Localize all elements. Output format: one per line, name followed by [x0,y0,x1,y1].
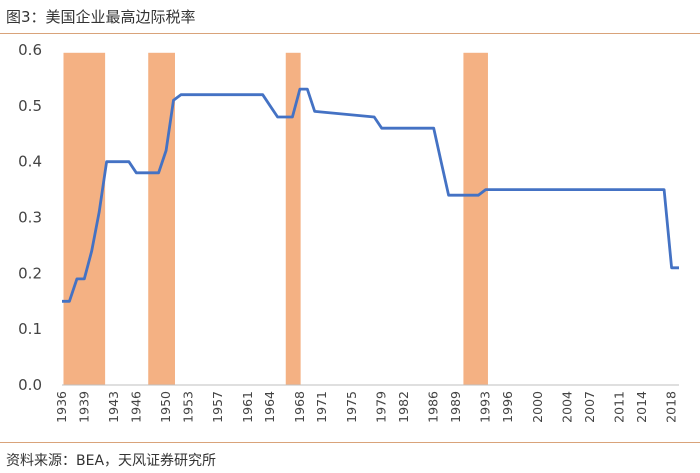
y-axis-ticks: 0.0 0.1 0.2 0.3 0.4 0.5 0.6 [18,41,42,394]
bottom-divider [0,442,700,443]
x-tick-label: 1964 [262,391,277,423]
x-tick-label: 1979 [374,391,389,423]
x-tick-label: 2007 [582,391,597,423]
x-tick-label: 2018 [664,391,679,423]
x-tick-label: 1950 [158,391,173,423]
top-divider [0,33,700,34]
shaded-band [463,52,488,386]
x-tick-label: 1968 [292,391,307,423]
x-tick-label: 1993 [478,391,493,423]
x-tick-label: 1943 [106,391,121,423]
x-tick-label: 1996 [500,391,515,423]
x-tick-label: 1961 [240,391,255,423]
chart-title: 图3：美国企业最高边际税率 [6,8,196,26]
x-tick-label: 1957 [210,391,225,423]
x-tick-label: 2000 [530,391,545,423]
y-tick-label: 0.6 [18,41,42,59]
source-note: 资料来源：BEA，天风证券研究所 [6,453,217,469]
x-axis-ticks: 1936 1939 1943 1946 1950 1953 1957 1961 1964 1968… [54,391,679,423]
x-tick-label: 1989 [448,391,463,423]
series-line [62,87,679,303]
x-tick-label: 1936 [54,391,69,423]
x-tick-label: 1946 [128,391,143,423]
y-tick-label: 0.1 [18,320,42,338]
x-tick-label: 2011 [612,391,627,423]
y-tick-label: 0.2 [18,264,42,282]
y-tick-label: 0.5 [18,97,42,115]
x-tick-label: 2014 [634,391,649,423]
shaded-band [285,52,301,386]
y-tick-label: 0.4 [18,153,42,171]
shaded-periods [63,52,488,386]
x-tick-label: 1986 [426,391,441,423]
x-tick-label: 1939 [76,391,91,423]
x-tick-label: 1975 [344,391,359,423]
y-tick-label: 0.3 [18,209,42,227]
x-tick-label: 1953 [180,391,195,423]
tax-rate-chart: 0.00.10.20.30.40.50.6 1936 1939 1943 1946 19… [18,41,679,423]
y-tick-label: 0.0 [18,376,42,394]
x-tick-label: 1971 [314,391,329,423]
shaded-band [148,52,175,386]
x-tick-label: 2004 [559,391,574,423]
x-tick-label: 1982 [396,391,411,423]
